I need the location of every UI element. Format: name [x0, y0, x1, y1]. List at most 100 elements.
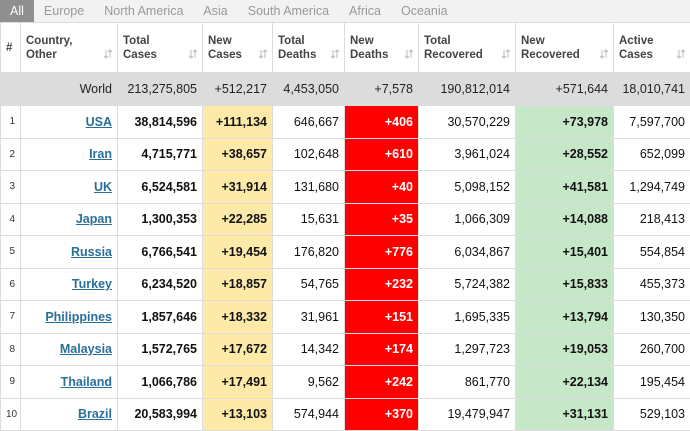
cell: +22,285 — [203, 203, 273, 236]
cell: 1,857,646 — [118, 301, 203, 334]
header-text: Active — [619, 35, 654, 47]
country-cell: Brazil — [21, 398, 118, 431]
cell: +31,131 — [516, 398, 614, 431]
sort-icon — [103, 49, 113, 59]
cell: +73,978 — [516, 106, 614, 139]
country-link[interactable]: Turkey — [72, 277, 112, 291]
region-tab[interactable]: Africa — [339, 0, 391, 22]
sort-icon — [676, 49, 686, 59]
cell: 529,103 — [614, 398, 690, 431]
cell: 14,342 — [273, 333, 345, 366]
region-tab[interactable]: Asia — [193, 0, 237, 22]
country-link[interactable]: UK — [94, 180, 112, 194]
cell: +111,134 — [203, 106, 273, 139]
row-number: 6 — [1, 268, 21, 301]
column-header[interactable]: New Deaths — [345, 23, 419, 73]
row-number: 3 — [1, 171, 21, 204]
cell: +151 — [345, 301, 419, 334]
column-header[interactable]: Active Cases — [614, 23, 690, 73]
cell: 195,454 — [614, 366, 690, 399]
region-tab[interactable]: Oceania — [391, 0, 458, 22]
sort-icon — [330, 49, 340, 59]
cell: 190,812,014 — [419, 73, 516, 106]
cell: 9,562 — [273, 366, 345, 399]
cell: 20,583,994 — [118, 398, 203, 431]
country-link[interactable]: Russia — [71, 245, 112, 259]
cell: 30,570,229 — [419, 106, 516, 139]
country-cell: Japan — [21, 203, 118, 236]
cell: 1,572,765 — [118, 333, 203, 366]
column-header: # — [1, 23, 21, 73]
cell: 54,765 — [273, 268, 345, 301]
header-text: Cases — [619, 49, 653, 61]
cell: 6,034,867 — [419, 236, 516, 269]
cell: 1,066,786 — [118, 366, 203, 399]
cell: 3,961,024 — [419, 138, 516, 171]
country-link[interactable]: Brazil — [78, 407, 112, 421]
region-tab[interactable]: All — [0, 0, 34, 22]
cell: 1,300,353 — [118, 203, 203, 236]
cell: +232 — [345, 268, 419, 301]
cell: +15,833 — [516, 268, 614, 301]
country-link[interactable]: Japan — [76, 212, 112, 226]
cell: +22,134 — [516, 366, 614, 399]
cell: 652,099 — [614, 138, 690, 171]
header-text: Cases — [208, 49, 242, 61]
country-cell: Malaysia — [21, 333, 118, 366]
cell: +17,491 — [203, 366, 273, 399]
header-text: Deaths — [350, 49, 388, 61]
row-number: 2 — [1, 138, 21, 171]
cell: +28,552 — [516, 138, 614, 171]
region-tab[interactable]: South America — [238, 0, 339, 22]
cell: 4,715,771 — [118, 138, 203, 171]
country-cell: UK — [21, 171, 118, 204]
cell: 218,413 — [614, 203, 690, 236]
header-text: New — [350, 35, 374, 47]
country-link[interactable]: USA — [86, 115, 112, 129]
country-link[interactable]: Thailand — [61, 375, 112, 389]
country-link[interactable]: Iran — [89, 147, 112, 161]
country-link[interactable]: Malaysia — [60, 342, 112, 356]
cell: +18,857 — [203, 268, 273, 301]
header-text: Other — [26, 49, 57, 61]
cell: +38,657 — [203, 138, 273, 171]
cell: +776 — [345, 236, 419, 269]
cell: +610 — [345, 138, 419, 171]
cell: +13,794 — [516, 301, 614, 334]
country-cell: Turkey — [21, 268, 118, 301]
header-text: # — [6, 42, 12, 54]
cell: +7,578 — [345, 73, 419, 106]
row-number: 7 — [1, 301, 21, 334]
country-link[interactable]: Philippines — [45, 310, 112, 324]
cell: +41,581 — [516, 171, 614, 204]
region-tab[interactable]: Europe — [34, 0, 94, 22]
row-number: 10 — [1, 398, 21, 431]
column-header[interactable]: Total Deaths — [273, 23, 345, 73]
cell: +18,332 — [203, 301, 273, 334]
country-cell: Philippines — [21, 301, 118, 334]
column-header[interactable]: Country,Other — [21, 23, 118, 73]
header-text: Deaths — [278, 49, 316, 61]
region-tab[interactable]: North America — [94, 0, 193, 22]
cell: +512,217 — [203, 73, 273, 106]
header-text: Total — [278, 35, 305, 47]
sort-icon — [258, 49, 268, 59]
sort-icon — [599, 49, 609, 59]
cell: 1,066,309 — [419, 203, 516, 236]
country-cell: USA — [21, 106, 118, 139]
cell: +571,644 — [516, 73, 614, 106]
cell: 861,770 — [419, 366, 516, 399]
sort-icon — [188, 49, 198, 59]
